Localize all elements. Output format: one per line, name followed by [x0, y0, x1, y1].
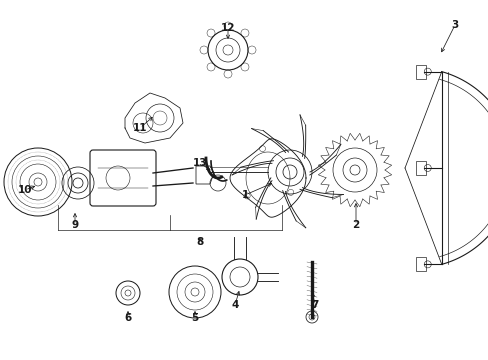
- Text: 7: 7: [311, 300, 318, 310]
- Text: 9: 9: [71, 220, 79, 230]
- Text: 11: 11: [132, 123, 147, 133]
- Text: 5: 5: [191, 313, 198, 323]
- Bar: [415, 257, 425, 271]
- Bar: [415, 65, 425, 78]
- Text: 4: 4: [231, 300, 238, 310]
- Text: 1: 1: [241, 190, 248, 200]
- Text: 13: 13: [192, 158, 207, 168]
- Text: 2: 2: [352, 220, 359, 230]
- Text: 12: 12: [220, 23, 235, 33]
- Text: 8: 8: [196, 237, 203, 247]
- Text: 10: 10: [18, 185, 32, 195]
- Text: 6: 6: [124, 313, 131, 323]
- Text: 3: 3: [450, 20, 458, 30]
- Bar: [415, 161, 425, 175]
